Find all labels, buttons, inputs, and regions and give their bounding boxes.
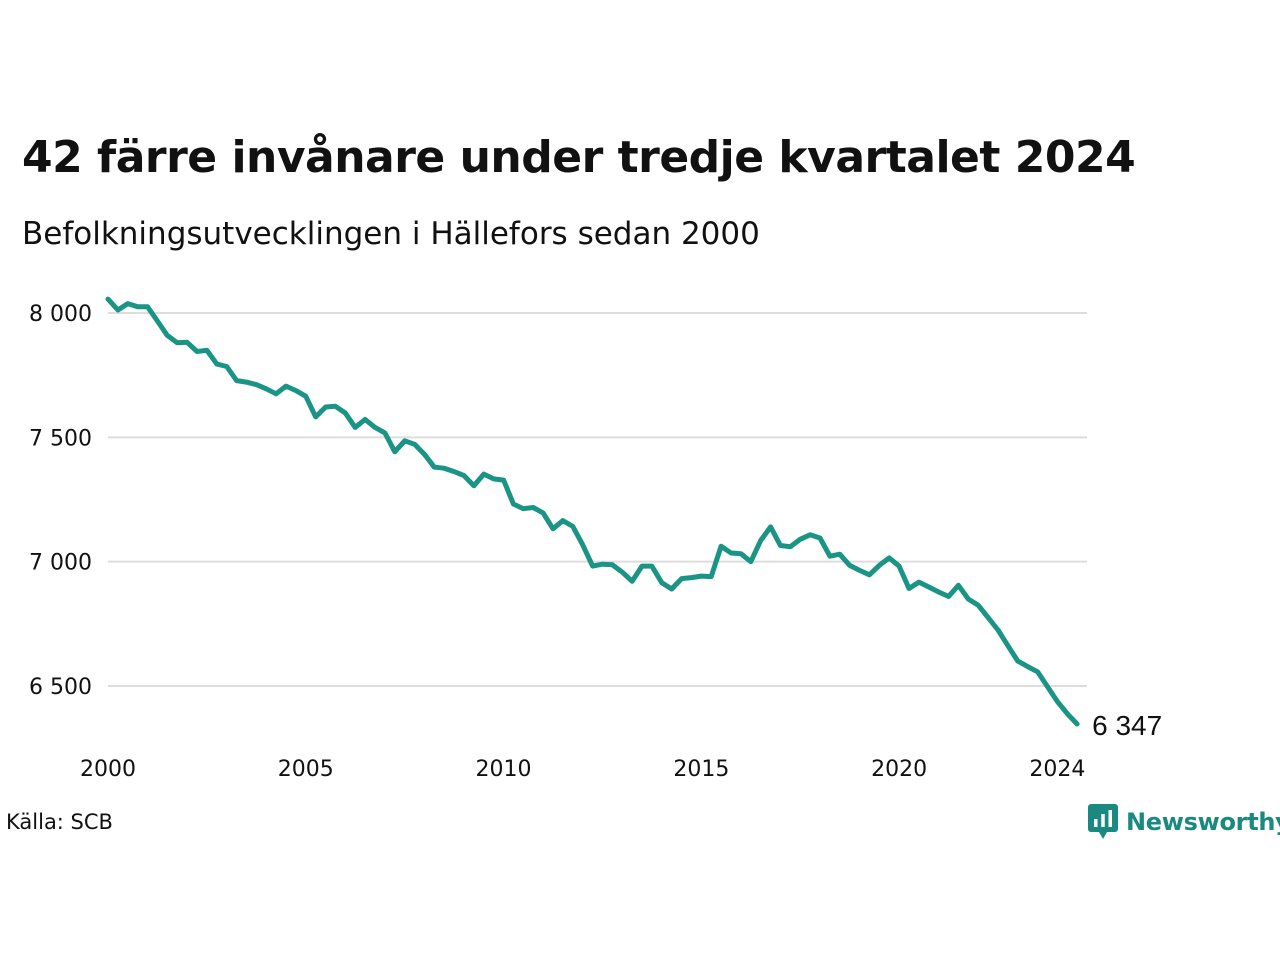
x-tick-label: 2000 [80, 757, 136, 782]
y-axis-ticks: 6 500 7 000 7 500 8 000 [29, 302, 92, 700]
brand-name: Newsworthy [1126, 808, 1280, 836]
data-labels: 6 347 [1092, 710, 1162, 741]
chart-title: 42 färre invånare under tredje kvartalet… [22, 132, 1136, 183]
x-axis-ticks: 2000 2005 2010 2015 2020 2024 [80, 757, 1085, 782]
y-tick-label: 6 500 [29, 675, 92, 700]
x-tick-label: 2015 [673, 757, 729, 782]
newsworthy-logo-icon [1088, 804, 1118, 839]
chart-subtitle: Befolkningsutvecklingen i Hällefors seda… [22, 216, 760, 252]
source-note: Källa: SCB [6, 810, 113, 834]
y-tick-label: 8 000 [29, 302, 92, 327]
x-tick-label: 2020 [871, 757, 927, 782]
newsworthy-logo: Newsworthy [1088, 804, 1280, 840]
gridlines [108, 312, 1087, 687]
series-layer [105, 296, 1080, 727]
x-tick-label: 2005 [278, 757, 334, 782]
x-tick-label: 2010 [476, 757, 532, 782]
end-value-label: 6 347 [1092, 710, 1162, 741]
x-tick-label: 2024 [1029, 757, 1085, 782]
series-line [105, 296, 1080, 727]
y-tick-label: 7 500 [29, 426, 92, 451]
y-tick-label: 7 000 [29, 551, 92, 576]
